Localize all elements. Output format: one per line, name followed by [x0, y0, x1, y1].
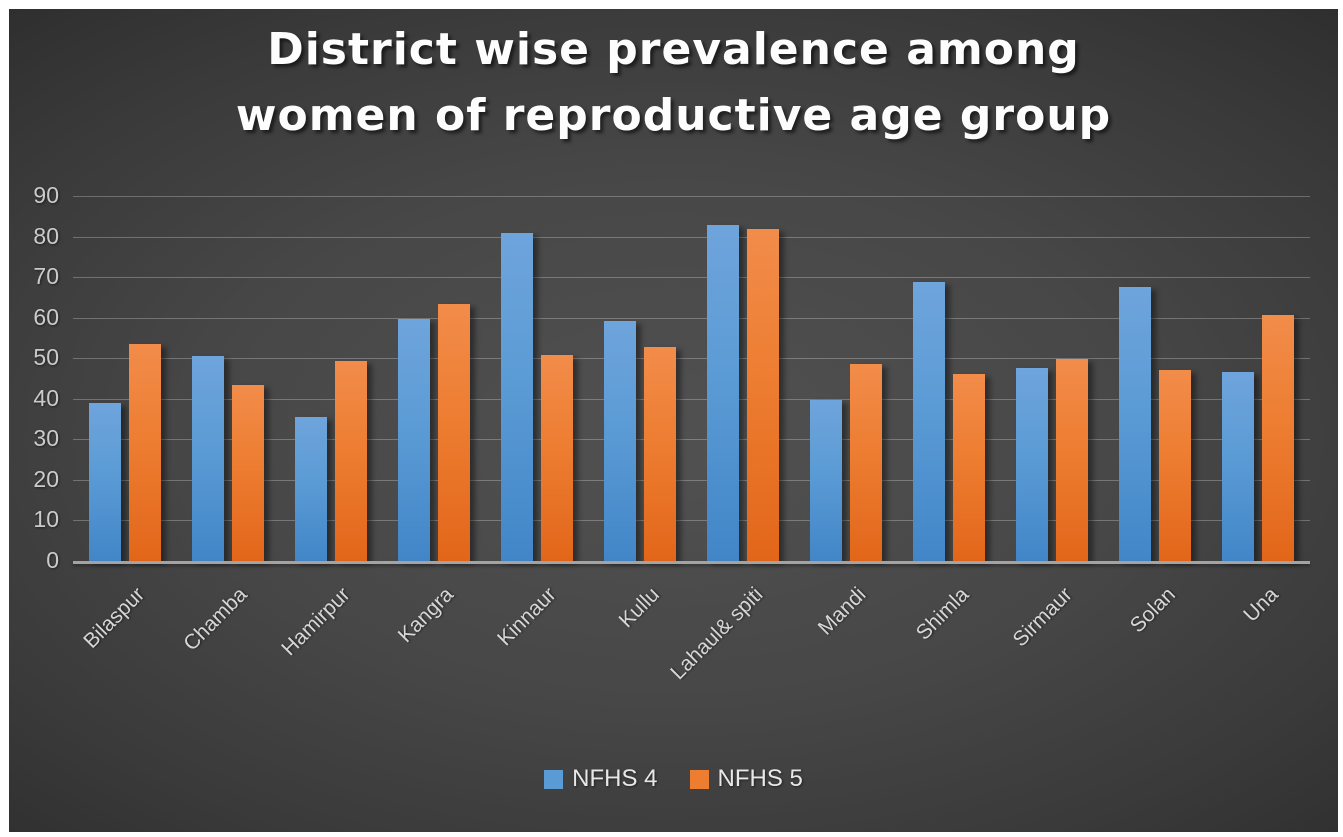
bar-nfhs5-solan: [1159, 370, 1192, 561]
chart-title: District wise prevalence among women of …: [9, 17, 1338, 149]
x-axis-line: [73, 561, 1310, 564]
bar-nfhs5-kullu: [643, 346, 676, 561]
bar-nfhs5-sirmaur: [1056, 359, 1089, 561]
bar-nfhs5-lahaul-spiti: [747, 228, 780, 561]
bar-nfhs4-solan: [1119, 286, 1152, 561]
legend-swatch-icon: [689, 769, 709, 789]
bar-nfhs5-mandi: [850, 363, 883, 561]
x-axis-category-label: Lahaul& spiti: [666, 583, 768, 685]
chart-title-line-2: women of reproductive age group: [235, 90, 1112, 141]
gridline-y-60: [73, 317, 1310, 319]
bar-nfhs4-bilaspur: [88, 402, 121, 561]
chart-title-line-1: District wise prevalence among: [267, 24, 1080, 75]
legend-item-nfhs-5: NFHS 5: [689, 765, 803, 793]
bar-nfhs5-bilaspur: [128, 344, 161, 561]
y-axis-tick-label: 60: [33, 303, 59, 330]
gridline-y-40: [73, 398, 1310, 400]
bar-nfhs4-shimla: [913, 281, 946, 561]
bar-nfhs5-kinnaur: [540, 354, 573, 561]
gridline-y-70: [73, 277, 1310, 279]
bar-nfhs4-lahaul-spiti: [707, 225, 740, 561]
bar-nfhs4-una: [1222, 372, 1255, 561]
bar-nfhs5-kangra: [437, 304, 470, 561]
legend-item-nfhs-4: NFHS 4: [544, 765, 658, 793]
y-axis-tick-label: 70: [33, 263, 59, 290]
x-axis-category-label: Sirmaur: [1008, 583, 1077, 652]
x-axis-category-label: Chamba: [179, 583, 252, 656]
x-axis-category-label: Kullu: [614, 583, 665, 633]
gridline-y-80: [73, 236, 1310, 238]
y-axis-tick-label: 0: [46, 546, 59, 573]
gridline-y-90: [73, 196, 1310, 197]
x-axis-category-label: Bilaspur: [78, 583, 149, 653]
bar-nfhs5-hamirpur: [334, 361, 367, 561]
gridline-y-30: [73, 439, 1310, 441]
y-axis-tick-label: 50: [33, 344, 59, 371]
x-axis-category-label: Solan: [1125, 583, 1180, 638]
y-axis-tick-label: 80: [33, 222, 59, 249]
legend-label: NFHS 4: [572, 765, 658, 792]
bar-nfhs4-hamirpur: [294, 416, 327, 561]
bar-nfhs4-mandi: [810, 400, 843, 561]
bar-nfhs4-kinnaur: [500, 233, 533, 561]
bar-nfhs5-chamba: [231, 385, 264, 561]
gridline-y-50: [73, 358, 1310, 360]
legend-label: NFHS 5: [717, 765, 803, 792]
bar-nfhs4-sirmaur: [1016, 368, 1049, 561]
x-axis-category-label: Mandi: [813, 583, 871, 640]
x-axis-category-label: Kinnaur: [493, 583, 562, 651]
legend-swatch-icon: [544, 769, 564, 789]
y-axis-tick-label: 10: [33, 506, 59, 533]
gridline-y-10: [73, 520, 1310, 522]
gridline-y-20: [73, 479, 1310, 481]
y-axis-tick-label: 30: [33, 425, 59, 452]
bar-nfhs5-una: [1262, 314, 1295, 561]
bar-nfhs4-chamba: [191, 355, 224, 561]
legend: NFHS 4 NFHS 5: [9, 765, 1338, 793]
y-axis-tick-label: 20: [33, 465, 59, 492]
bar-nfhs5-shimla: [953, 374, 986, 561]
plot-area: 0 10 20 30 40 50 60 70 80 90 Bilaspur Chamba Hamirpu…: [33, 182, 1310, 684]
x-axis-category-label: Shimla: [911, 583, 974, 645]
x-axis-category-label: Hamirpur: [277, 583, 355, 661]
y-axis-tick-label: 40: [33, 384, 59, 411]
bar-nfhs4-kangra: [397, 319, 430, 561]
x-axis-category-label: Una: [1239, 583, 1283, 627]
y-axis-tick-label: 90: [33, 181, 59, 208]
slide-background: District wise prevalence among women of …: [9, 9, 1338, 832]
bar-nfhs4-kullu: [603, 321, 636, 561]
x-axis-category-label: Kangra: [393, 583, 459, 648]
